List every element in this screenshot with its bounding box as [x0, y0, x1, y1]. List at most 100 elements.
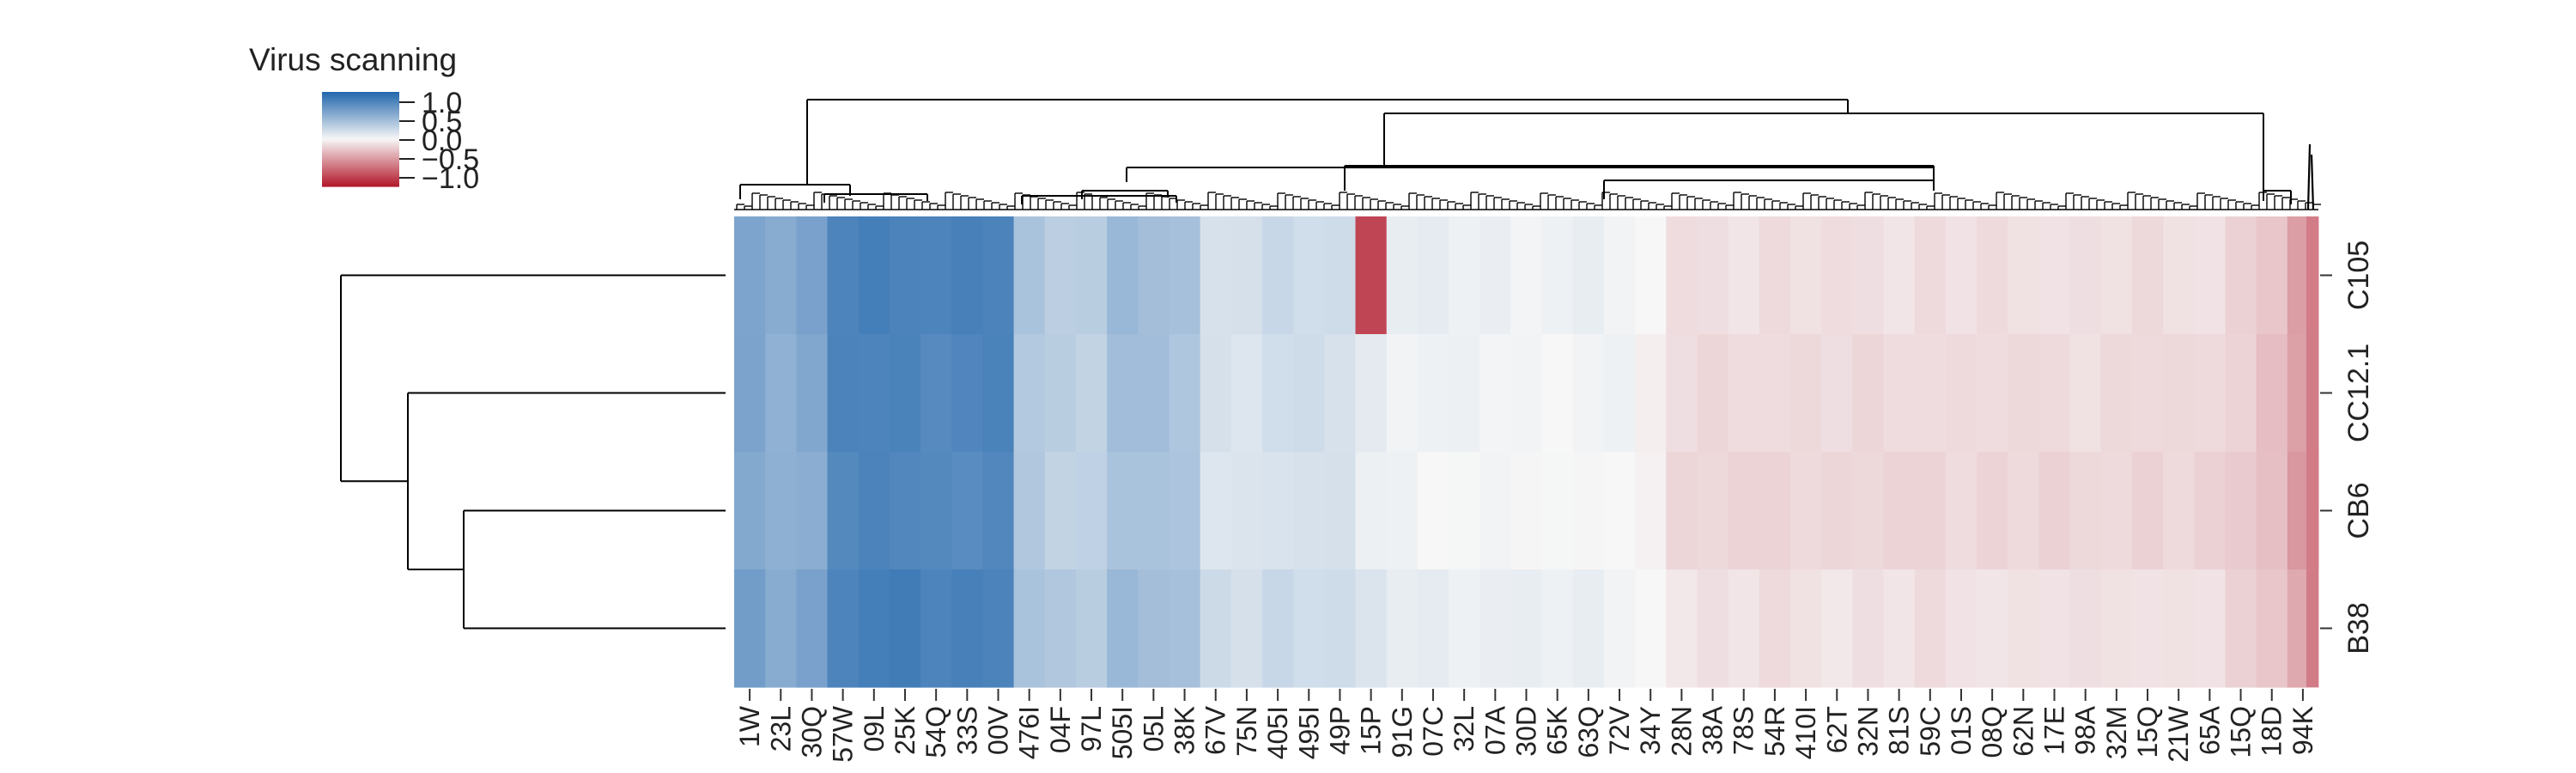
heatmap-cell	[1324, 216, 1357, 335]
legend-ticks: 1.00.50.0−0.5−1.0	[399, 87, 479, 195]
heatmap-cell	[1324, 452, 1357, 570]
heatmap-cell	[858, 334, 890, 453]
heatmap-cell	[1728, 334, 1760, 453]
heatmap-cell	[1572, 452, 1605, 570]
column-label: 00V	[983, 705, 1014, 755]
column-label: 32L	[1449, 706, 1479, 752]
heatmap-cell	[2256, 452, 2288, 570]
heatmap-cell	[1479, 216, 1512, 335]
column-label: 59C	[1915, 706, 1946, 757]
legend-swatch	[322, 119, 399, 121]
heatmap-cell	[1449, 452, 1480, 570]
heatmap-cell	[889, 452, 921, 570]
heatmap-cell	[1386, 216, 1419, 335]
heatmap-cell	[1541, 216, 1574, 335]
heatmap-cell	[796, 569, 829, 688]
legend-swatch	[322, 106, 399, 108]
heatmap-cell	[1449, 216, 1480, 335]
heatmap-cell	[1790, 569, 1822, 688]
legend-swatch	[322, 177, 399, 180]
column-label: 410I	[1790, 706, 1821, 759]
column-label: 75N	[1231, 706, 1262, 757]
legend-swatch	[322, 121, 399, 125]
heatmap-cell	[1790, 334, 1822, 453]
legend-swatch	[322, 167, 399, 170]
dendrogram-branch	[2310, 154, 2315, 210]
heatmap-cell	[982, 216, 1015, 335]
legend-swatch	[322, 115, 399, 118]
heatmap-cell	[1386, 569, 1419, 688]
legend-swatch	[322, 109, 399, 112]
heatmap-cell	[827, 216, 860, 335]
heatmap-cell	[1449, 569, 1480, 688]
legend-swatch	[322, 139, 399, 142]
heatmap-cell	[1821, 452, 1853, 570]
heatmap-cell	[1572, 216, 1605, 335]
heatmap-cell	[982, 334, 1015, 453]
heatmap-cell	[1728, 452, 1760, 570]
column-dendrogram	[734, 99, 2321, 210]
heatmap-cell	[1977, 216, 2008, 335]
heatmap-cell	[1262, 569, 1294, 688]
heatmap-cell	[1852, 452, 1885, 570]
heatmap-cell	[2194, 334, 2227, 453]
heatmap-cell	[1230, 334, 1263, 453]
heatmap-cell	[1759, 452, 1791, 570]
legend-swatch	[322, 170, 399, 173]
legend-swatch	[322, 158, 399, 161]
legend-swatch	[322, 92, 399, 94]
legend-swatch	[322, 168, 399, 172]
legend-swatch	[322, 159, 399, 162]
heatmap-cell	[889, 334, 921, 453]
column-label: 78S	[1728, 706, 1759, 755]
heatmap-cell	[1417, 452, 1449, 570]
legend-swatch	[322, 132, 399, 136]
heatmap-cell	[1759, 216, 1791, 335]
heatmap-cell	[1510, 569, 1543, 688]
heatmap-cell	[1013, 452, 1046, 570]
heatmap-cell	[2038, 334, 2071, 453]
heatmap-cell	[1821, 569, 1853, 688]
legend-swatch	[322, 93, 399, 96]
heatmap-cell	[1138, 216, 1170, 335]
column-label: 1W	[734, 705, 765, 747]
column-labels: 1W 23L 30Q 57W 09L 25K 54Q 33S 00V 476I 04F 97L 505I…	[734, 689, 2318, 763]
heatmap-cell	[1293, 569, 1325, 688]
heatmap-cell	[1603, 452, 1636, 570]
heatmap-cell	[1635, 452, 1667, 570]
heatmap-cell	[1541, 569, 1574, 688]
heatmap-cell	[1759, 569, 1791, 688]
heatmap-cell	[1075, 216, 1108, 335]
row-label: CB6	[2342, 482, 2375, 539]
legend-swatch	[322, 175, 399, 178]
heatmap-cell	[1510, 452, 1543, 570]
heatmap-cell	[2163, 216, 2195, 335]
heatmap-cell	[2100, 569, 2133, 688]
column-label: 15P	[1356, 706, 1387, 755]
heatmap-cell	[2038, 452, 2071, 570]
heatmap-cell	[1852, 569, 1885, 688]
heatmap-cell	[1821, 216, 1853, 335]
column-label: 04F	[1045, 706, 1076, 753]
legend-swatch	[322, 112, 399, 115]
heatmap-cell	[2008, 569, 2040, 688]
legend-swatch	[322, 134, 399, 137]
heatmap-edge-column	[2306, 216, 2318, 687]
heatmap-cell	[1914, 569, 1947, 688]
legend-tick-label: −0.5	[422, 143, 479, 176]
column-label: 32N	[1852, 706, 1883, 757]
heatmap-cell	[1603, 334, 1636, 453]
heatmap-cell	[2225, 334, 2257, 453]
legend-swatch	[322, 140, 399, 143]
row-dendrogram	[340, 274, 726, 630]
legend-tick-label: 0.0	[422, 125, 462, 157]
column-label: 72V	[1604, 705, 1635, 755]
heatmap-cell	[1107, 216, 1139, 335]
heatmap-cell	[2194, 452, 2227, 570]
heatmap-cell	[1138, 334, 1170, 453]
heatmap-cell	[1262, 334, 1294, 453]
legend-swatch	[322, 123, 399, 126]
heatmap-cell	[1013, 569, 1046, 688]
legend-swatch	[322, 96, 399, 99]
heatmap-cell	[889, 569, 921, 688]
